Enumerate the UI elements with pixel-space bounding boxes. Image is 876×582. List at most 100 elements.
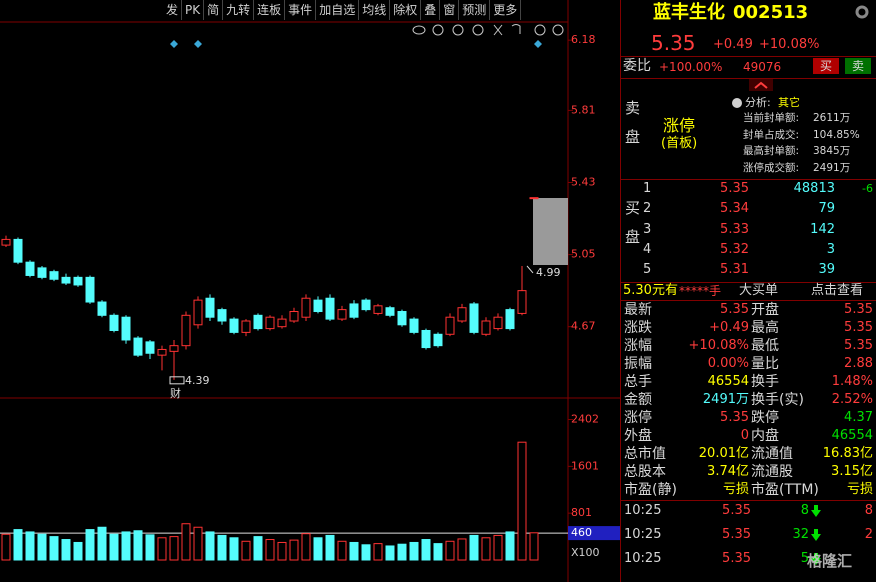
stat-label: 涨停 (624, 410, 652, 426)
tick-time: 10:25 (624, 527, 662, 542)
bid-level: 3 (643, 221, 652, 237)
candle-body (205, 297, 215, 318)
analysis-value: 其它 (778, 96, 800, 109)
candle-body (25, 261, 35, 276)
stat-label: 内盘 (751, 428, 779, 444)
toolbar-button[interactable]: 加自选 (316, 0, 360, 20)
candle-body (421, 329, 431, 349)
stat-value: 46554 (831, 428, 873, 443)
volume-marker-box (568, 526, 620, 541)
bid-volume: 48813 (793, 181, 835, 196)
tick-count: 2 (864, 527, 873, 542)
tick-volume: 8 (800, 503, 809, 518)
toolbar-button[interactable]: 九转 (223, 0, 255, 20)
stat-label: 总股本 (624, 464, 666, 480)
buy-side-label: 买盘 (623, 200, 641, 258)
toolbar-button[interactable]: 均线 (359, 0, 391, 20)
toolbar-button[interactable]: 预测 (459, 0, 491, 20)
candle-body (13, 238, 23, 263)
volume-bar (49, 536, 59, 561)
volume-tick-label: 1601 (571, 459, 599, 472)
watermark: 格隆汇 (807, 552, 853, 570)
big-order-text: 5.30元有 (623, 283, 678, 298)
order-ratio-label: 委比 (623, 58, 651, 74)
stat-label: 最新 (624, 302, 652, 318)
limit-detail-value: 2611万 (813, 112, 851, 124)
volume-bar (469, 534, 479, 561)
bid-volume: 3 (826, 241, 835, 257)
tick-price: 5.35 (722, 527, 751, 542)
volume-bar (481, 537, 491, 561)
volume-bar (217, 534, 227, 561)
bid-level: 4 (643, 241, 652, 257)
volume-bar (109, 533, 119, 561)
volume-bar (277, 541, 287, 561)
toolbar-button[interactable]: PK (182, 0, 205, 20)
change: +0.49 (713, 37, 753, 52)
candle-body (253, 314, 263, 330)
stat-value: 5.35 (844, 302, 873, 317)
stat-value: 2.52% (831, 392, 873, 407)
volume-bar (325, 534, 335, 561)
change-pct: +10.08% (759, 37, 820, 52)
toolbar-button[interactable]: 叠 (421, 0, 441, 20)
stat-label: 市盈(静) (624, 482, 677, 498)
big-order-type: 大买单 (739, 283, 779, 298)
bid-level: 2 (643, 201, 652, 217)
settings-icon[interactable] (855, 5, 869, 19)
tick-arrow (811, 505, 821, 517)
volume-bar (85, 529, 95, 561)
candle-body (229, 318, 239, 333)
high-label: 4.99 (536, 266, 561, 279)
volume-bar (493, 534, 503, 561)
candle-body (361, 299, 371, 311)
stat-label: 开盘 (751, 302, 779, 318)
toolbar-button[interactable]: 简 (204, 0, 224, 20)
stat-value: 5.35 (844, 320, 873, 335)
bid-price: 5.33 (720, 221, 749, 237)
candle-body (397, 311, 407, 326)
stat-value: 5.35 (720, 302, 749, 317)
tick-volume: 32 (792, 527, 809, 542)
buy-button[interactable]: 买 (813, 58, 839, 74)
volume-bar (349, 541, 359, 561)
tick-price: 5.35 (722, 503, 751, 518)
stat-value: +0.49 (709, 320, 749, 335)
volume-tick-label: 801 (571, 506, 592, 519)
y-tick-label: 5.81 (571, 103, 596, 116)
volume-bar (121, 531, 131, 561)
candle-body (85, 276, 95, 303)
volume-bar (145, 534, 155, 561)
stat-label: 涨幅 (624, 338, 652, 354)
big-order-link[interactable]: 点击查看 (811, 283, 864, 298)
limit-detail-label: 最高封单额: (743, 145, 800, 157)
toolbar-button[interactable]: 连板 (254, 0, 286, 20)
candle-body (349, 303, 359, 318)
toolbar-button[interactable]: 事件 (285, 0, 317, 20)
candle-body (1, 238, 11, 246)
chart-tools[interactable] (412, 24, 564, 36)
volume-bar (229, 537, 239, 561)
stat-label: 最低 (751, 338, 779, 354)
analysis-label: 分析: (745, 96, 771, 109)
sell-button[interactable]: 卖 (845, 58, 871, 74)
stat-label: 振幅 (624, 356, 652, 372)
toolbar-button[interactable]: 除权 (390, 0, 422, 20)
candle-body (169, 345, 179, 352)
stock-name: 蓝丰生化 (653, 2, 725, 23)
toolbar-button[interactable]: 更多 (490, 0, 522, 20)
toolbar-button[interactable]: 发 (163, 0, 183, 20)
volume-bar (457, 538, 467, 561)
stat-value: 亏损 (722, 482, 749, 497)
toolbar-button[interactable]: 窗 (440, 0, 460, 20)
collapse-button[interactable] (749, 79, 773, 91)
candle-body (337, 309, 347, 320)
volume-bar (337, 540, 347, 561)
stat-value: 3.15亿 (831, 464, 873, 479)
candle-body (445, 316, 455, 335)
sell-side-label: 卖盘 (623, 100, 641, 158)
stat-label: 外盘 (624, 428, 652, 444)
tick-time: 10:25 (624, 503, 662, 518)
limit-detail-label: 当前封单额: (743, 112, 800, 124)
volume-bar (373, 543, 383, 561)
